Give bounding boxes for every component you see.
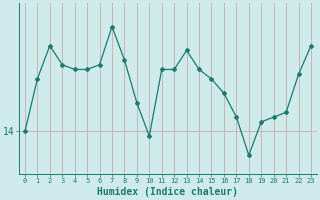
X-axis label: Humidex (Indice chaleur): Humidex (Indice chaleur) bbox=[98, 187, 238, 197]
